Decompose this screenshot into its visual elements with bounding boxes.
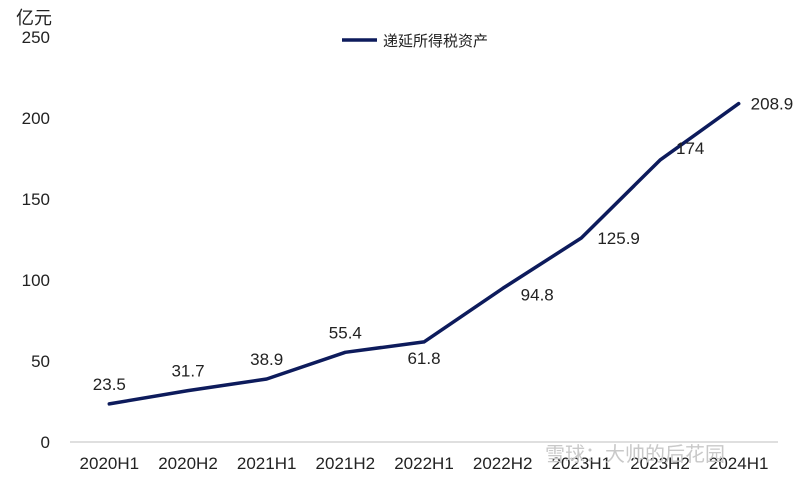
x-tick-label: 2023H2: [630, 454, 690, 473]
x-tick-label: 2022H1: [394, 454, 454, 473]
x-tick-label: 2021H1: [237, 454, 297, 473]
legend: 递延所得税资产: [342, 33, 488, 50]
data-label: 23.5: [93, 375, 126, 394]
y-unit-label: 亿元: [16, 8, 52, 28]
data-label: 61.8: [407, 349, 440, 368]
y-tick-label: 50: [31, 352, 50, 371]
data-label: 55.4: [329, 323, 362, 342]
x-tick-label: 2020H1: [80, 454, 140, 473]
data-label: 94.8: [521, 285, 554, 304]
data-label: 125.9: [597, 229, 640, 248]
y-tick-label: 200: [22, 109, 50, 128]
data-label: 208.9: [751, 95, 794, 114]
y-tick-label: 250: [22, 28, 50, 47]
x-tick-label: 2021H2: [316, 454, 376, 473]
x-axis-ticks: 2020H1 2020H2 2021H1 2021H2 2022H1 2022H2 2023…: [80, 454, 769, 473]
x-tick-label: 2024H1: [709, 454, 769, 473]
data-labels: 23.5 31.7 38.9 55.4 61.8 94.8 125.9 174 208.9: [93, 95, 793, 394]
y-tick-label: 0: [41, 433, 50, 452]
data-label: 174: [676, 139, 704, 158]
y-tick-label: 100: [22, 271, 50, 290]
watermark: 雪球：大帅的后花园: [545, 443, 725, 466]
x-tick-label: 2023H1: [552, 454, 612, 473]
x-tick-label: 2022H2: [473, 454, 533, 473]
x-tick-label: 2020H2: [158, 454, 218, 473]
y-tick-label: 150: [22, 190, 50, 209]
data-label: 31.7: [171, 362, 204, 381]
y-axis-ticks: 0 50 100 150 200 250: [22, 28, 50, 452]
data-label: 38.9: [250, 350, 283, 369]
series-line: [107, 101, 741, 406]
legend-label: 递延所得税资产: [383, 33, 488, 50]
